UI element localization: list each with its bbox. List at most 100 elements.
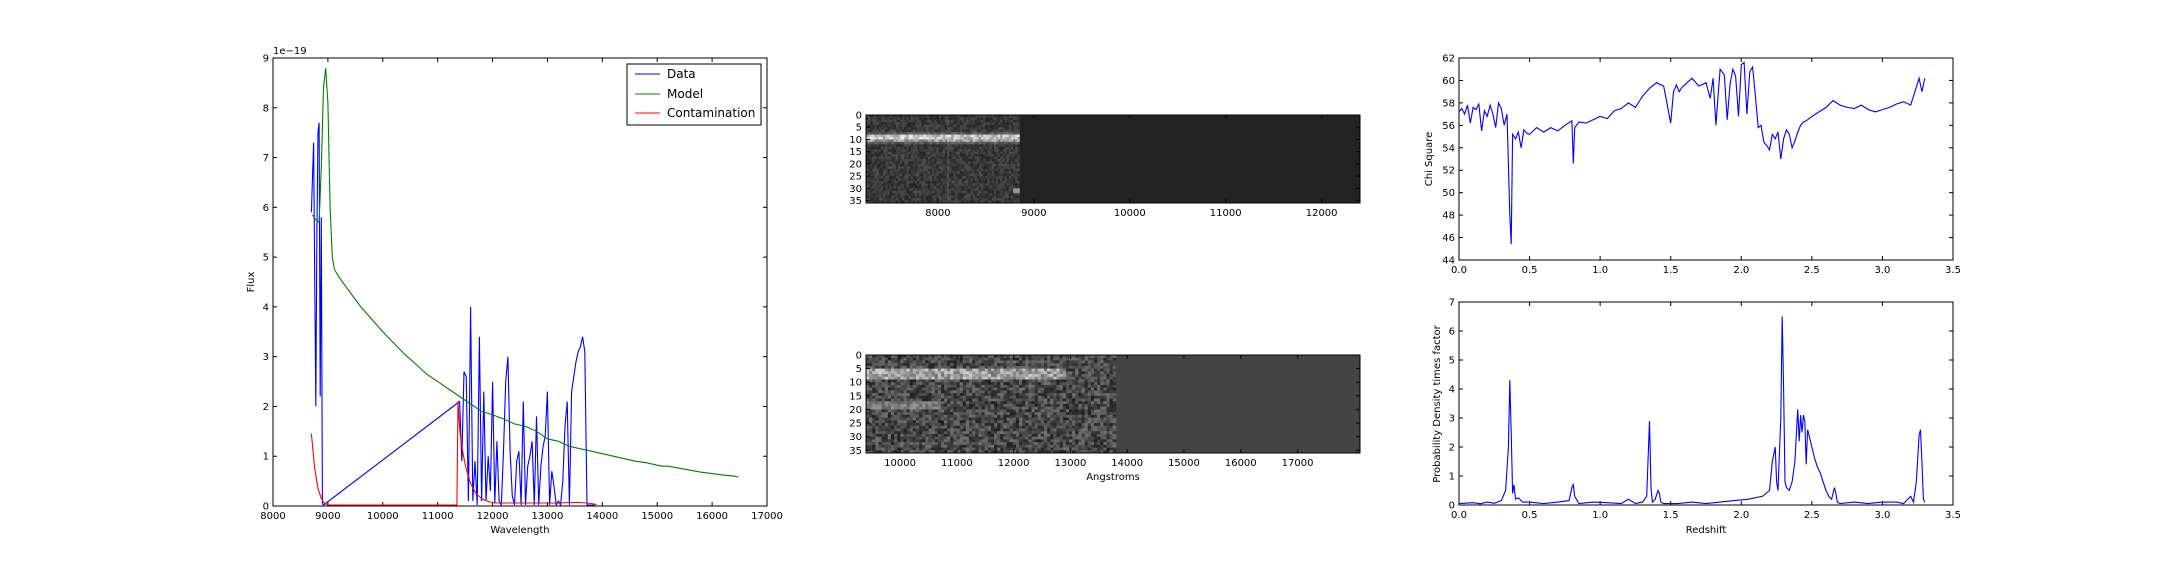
image-top-pixel	[870, 117, 873, 121]
image-bottom-pixel	[1006, 423, 1010, 427]
image-bottom-pixel	[872, 409, 876, 413]
image-bottom-pixel	[940, 412, 945, 416]
image-bottom-pixel	[1009, 365, 1014, 369]
image-bottom-pixel	[894, 382, 898, 386]
image-top-pixel	[932, 151, 935, 155]
image-top-pixel	[970, 166, 973, 170]
image-top-pixel	[942, 117, 946, 121]
image-top-pixel	[895, 176, 899, 179]
image-bottom-pixel	[872, 398, 876, 402]
image-top-pixel	[906, 144, 909, 148]
image-bottom-pixel	[1097, 382, 1101, 386]
image-bottom-pixel	[1053, 376, 1057, 380]
image-bottom-pixel	[890, 376, 895, 380]
image-bottom-pixel	[969, 409, 973, 413]
image-top-pixel	[1008, 141, 1012, 145]
image-top-pixel	[900, 188, 903, 192]
image-top-pixel	[996, 127, 999, 130]
image-top-pixel	[900, 156, 903, 160]
image-top-pixel	[961, 173, 965, 177]
image-bottom-pixel	[940, 368, 945, 372]
image-bottom-pixel	[906, 417, 911, 421]
image-bottom-pixel	[884, 409, 889, 413]
image-top-pixel	[1006, 163, 1010, 167]
image-bottom-pixel	[1097, 387, 1101, 391]
image-top-pixel	[927, 149, 931, 152]
image-bottom-pixel	[1056, 398, 1060, 402]
image-bottom-pixel	[1084, 401, 1089, 405]
image-bottom-pixel	[1112, 390, 1117, 394]
image-top-pixel	[1013, 171, 1016, 174]
image-bottom-pixel	[1081, 355, 1085, 359]
image-top-pixel	[900, 190, 903, 194]
image-bottom-pixel	[1012, 379, 1017, 383]
image-bottom-pixel	[1009, 382, 1014, 386]
image-top-pixel	[904, 154, 907, 157]
image-bottom-pixel	[1087, 409, 1092, 413]
image-top-pixel	[936, 119, 939, 123]
image-bottom-pixel	[878, 371, 882, 375]
image-top-pixel	[1006, 190, 1010, 194]
image-bottom-pixel	[1090, 417, 1095, 421]
image-bottom-pixel	[978, 398, 982, 402]
image-top-pixel	[1010, 159, 1014, 162]
image-bottom-pixel	[1087, 406, 1092, 410]
spectrum-x-tick-label: 11000	[422, 511, 454, 522]
image-top-pixel	[885, 134, 888, 138]
image-top-pixel	[1006, 183, 1010, 187]
image-top-pixel	[1004, 171, 1007, 174]
image-top-pixel	[887, 132, 890, 135]
image-top-pixel	[868, 159, 871, 162]
image-bottom-pixel	[975, 371, 979, 375]
image-top-pixel	[868, 200, 871, 204]
image-bottom-pixel	[987, 390, 992, 394]
image-top-pixel	[927, 185, 931, 189]
image-top-pixel	[895, 178, 899, 182]
image-bottom-pixel	[1053, 417, 1057, 421]
image-top-pixel	[866, 176, 869, 179]
image-top-pixel	[947, 176, 950, 179]
image-bottom-pixel	[1053, 406, 1057, 410]
image-bottom-pixel	[1062, 414, 1067, 418]
image-top-pixel	[906, 134, 909, 138]
image-bottom-pixel	[1003, 404, 1007, 408]
image-bottom-pixel	[1072, 376, 1076, 380]
image-bottom-pixel	[959, 423, 964, 427]
image-top-pixel	[1000, 178, 1003, 182]
image-top-pixel	[932, 176, 935, 179]
image-top-pixel	[874, 132, 877, 135]
image-bottom-pixel	[1112, 417, 1117, 421]
image-bottom-pixel	[990, 420, 995, 424]
image-bottom-pixel	[1003, 420, 1007, 424]
image-top-pixel	[876, 161, 880, 165]
image-bottom-pixel	[1075, 379, 1079, 383]
image-top-pixel	[1013, 168, 1016, 172]
image-top-y-tick-label: 20	[849, 159, 862, 170]
image-top-pixel	[870, 141, 873, 145]
image-top-pixel	[887, 139, 890, 143]
image-top-pixel	[925, 171, 929, 174]
image-top-pixel	[1006, 117, 1010, 121]
image-bottom-pixel	[1081, 379, 1085, 383]
image-bottom-pixel	[878, 376, 882, 380]
image-top-pixel	[1004, 198, 1007, 201]
image-bottom-pixel	[1034, 414, 1039, 418]
image-bottom-pixel	[925, 360, 929, 364]
image-top-pixel	[1017, 183, 1020, 187]
image-top-pixel	[966, 166, 969, 170]
image-bottom-pixel	[1100, 379, 1104, 383]
image-top-pixel	[981, 185, 984, 189]
image-bottom-pixel	[909, 393, 914, 397]
image-top-pixel	[910, 144, 914, 148]
image-top-pixel	[996, 198, 999, 201]
image-top-pixel	[923, 166, 926, 170]
image-top-pixel	[972, 173, 976, 177]
image-bottom-pixel	[890, 365, 895, 369]
image-top-pixel	[887, 168, 890, 172]
image-bottom-pixel	[894, 404, 898, 408]
image-bottom-pixel	[1075, 387, 1079, 391]
image-top-pixel	[989, 129, 993, 133]
image-bottom-pixel	[1056, 357, 1060, 361]
image-top-pixel	[921, 188, 924, 192]
image-bottom-pixel	[1075, 363, 1079, 367]
